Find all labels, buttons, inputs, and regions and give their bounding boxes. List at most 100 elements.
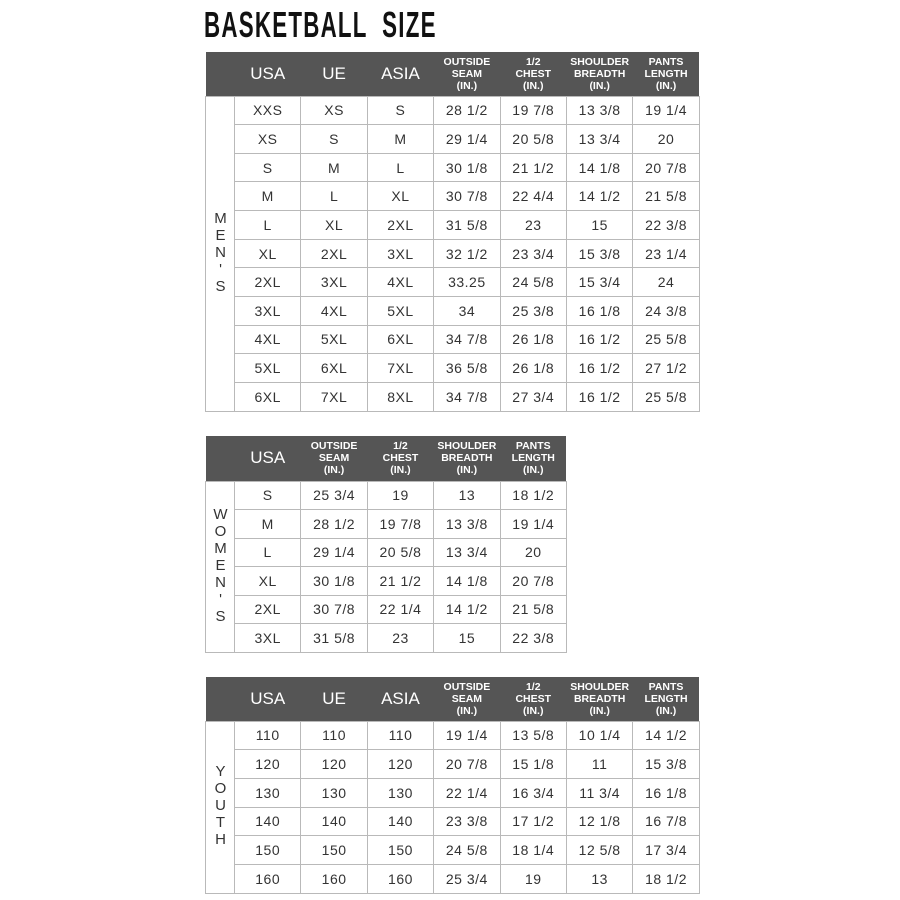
table-cell: 36 5/8 bbox=[433, 353, 501, 383]
table-cell: 5XL bbox=[233, 353, 302, 383]
table-cell: 6XL bbox=[300, 353, 368, 383]
table-cell: 13 5/8 bbox=[499, 720, 567, 751]
table-cell: 13 bbox=[433, 480, 501, 510]
table-cell: 23 1/4 bbox=[632, 238, 700, 269]
table-cell: 21 1/2 bbox=[366, 566, 435, 596]
table-cell: 13 3/4 bbox=[433, 537, 501, 567]
table-row: 4XL 5XL 6XL 34 7/8 26 1/8 16 1/2 25 5/8 bbox=[206, 324, 700, 355]
table-cell: 130 bbox=[366, 777, 435, 808]
table-cell: 140 bbox=[300, 806, 368, 837]
table-row: L 29 1/4 20 5/8 13 3/4 20 bbox=[206, 537, 567, 567]
table-cell: S bbox=[233, 152, 302, 183]
table-cell: M bbox=[233, 181, 302, 212]
column-header: UE bbox=[300, 677, 368, 721]
table-cell: 22 1/4 bbox=[433, 777, 501, 808]
table-cell: XS bbox=[300, 95, 368, 126]
table-row: L XL 2XL 31 5/8 23 15 22 3/8 bbox=[206, 210, 700, 240]
table-cell: M bbox=[366, 124, 435, 154]
table-cell: 31 5/8 bbox=[300, 623, 368, 653]
table-cell: 28 1/2 bbox=[300, 509, 368, 539]
table-cell: 3XL bbox=[366, 238, 435, 269]
table-cell: 26 1/8 bbox=[499, 324, 567, 355]
youth-size-table: USA UE ASIA OUTSIDE SEAM (IN.) 1/2 CHEST (IN… bbox=[205, 677, 700, 894]
header-row: USA UE ASIA OUTSIDE SEAM (IN.) 1/2 CHEST (IN… bbox=[205, 677, 700, 721]
table-cell: 20 5/8 bbox=[499, 124, 567, 154]
table-cell: 14 1/8 bbox=[565, 152, 634, 183]
column-header: 1/2 CHEST (IN.) bbox=[500, 52, 567, 96]
table-cell: 18 1/4 bbox=[499, 835, 567, 865]
table-cell: S bbox=[366, 95, 435, 126]
table-cell: 7XL bbox=[366, 353, 435, 383]
page-title: BASKETBALL SIZE bbox=[204, 4, 437, 45]
column-header: SHOULDER BREADTH (IN.) bbox=[566, 52, 633, 96]
column-header: PANTS LENGTH (IN.) bbox=[500, 436, 567, 481]
table-cell: 31 5/8 bbox=[433, 210, 501, 240]
column-header: 1/2 CHEST (IN.) bbox=[367, 436, 434, 481]
table-cell: 25 3/4 bbox=[300, 480, 368, 510]
table-cell: 14 1/2 bbox=[433, 594, 501, 624]
table-cell: 18 1/2 bbox=[632, 863, 700, 894]
table-cell: 110 bbox=[233, 720, 302, 751]
table-cell: L bbox=[233, 537, 302, 567]
table-cell: L bbox=[233, 210, 302, 240]
table-row: WOMEN'S S 25 3/4 19 13 18 1/2 bbox=[205, 480, 567, 653]
table-cell: 25 3/4 bbox=[433, 863, 501, 894]
table-cell: 20 7/8 bbox=[433, 749, 501, 779]
table-row: 3XL 31 5/8 23 15 22 3/8 bbox=[206, 623, 567, 653]
table-cell: 30 7/8 bbox=[300, 594, 368, 624]
table-cell: 150 bbox=[233, 835, 302, 865]
table-cell: M bbox=[233, 509, 302, 539]
side-label: WOMEN'S bbox=[212, 505, 229, 625]
table-cell: 11 3/4 bbox=[565, 777, 634, 808]
table-cell: 20 bbox=[632, 124, 700, 154]
table-cell: 160 bbox=[233, 863, 302, 894]
column-header: SHOULDER BREADTH (IN.) bbox=[566, 677, 633, 721]
table-cell: L bbox=[366, 152, 435, 183]
womens-size-table: USA OUTSIDE SEAM (IN.) 1/2 CHEST (IN.) SHOU… bbox=[205, 436, 567, 653]
table-row: 150 150 150 24 5/8 18 1/4 12 5/8 17 3/4 bbox=[206, 835, 700, 865]
table-cell: 14 1/2 bbox=[632, 720, 700, 751]
table-cell: 140 bbox=[233, 806, 302, 837]
table-cell: 24 5/8 bbox=[499, 267, 567, 297]
column-header: OUTSIDE SEAM (IN.) bbox=[433, 52, 501, 96]
table-row: M L XL 30 7/8 22 4/4 14 1/2 21 5/8 bbox=[206, 181, 700, 212]
table-cell: 19 1/4 bbox=[499, 509, 567, 539]
table-cell: 19 1/4 bbox=[632, 95, 700, 126]
table-row: 120 120 120 20 7/8 15 1/8 11 15 3/8 bbox=[206, 749, 700, 779]
table-cell: 19 bbox=[499, 863, 567, 894]
table-row: 2XL 30 7/8 22 1/4 14 1/2 21 5/8 bbox=[206, 594, 567, 624]
column-header: PANTS LENGTH (IN.) bbox=[632, 677, 700, 721]
table-cell: 14 1/8 bbox=[433, 566, 501, 596]
table-cell: 160 bbox=[300, 863, 368, 894]
table-cell: 17 3/4 bbox=[632, 835, 700, 865]
table-cell: XL bbox=[233, 238, 302, 269]
table-cell: 130 bbox=[233, 777, 302, 808]
column-header: 1/2 CHEST (IN.) bbox=[500, 677, 567, 721]
table-cell: 12 1/8 bbox=[565, 806, 634, 837]
table-cell: 16 1/8 bbox=[632, 777, 700, 808]
table-cell: 16 1/8 bbox=[565, 295, 634, 326]
table-row: S M L 30 1/8 21 1/2 14 1/8 20 7/8 bbox=[206, 152, 700, 183]
table-cell: 34 7/8 bbox=[433, 381, 501, 412]
table-cell: 10 1/4 bbox=[565, 720, 634, 751]
table-cell: 130 bbox=[300, 777, 368, 808]
table-cell: 3XL bbox=[233, 295, 302, 326]
table-cell: 15 bbox=[433, 623, 501, 653]
table-cell: 22 3/8 bbox=[499, 623, 567, 653]
table-cell: 2XL bbox=[233, 594, 302, 624]
table-cell: 23 3/8 bbox=[433, 806, 501, 837]
column-header: USA bbox=[234, 436, 301, 481]
table-cell: 29 1/4 bbox=[433, 124, 501, 154]
table-cell: 27 3/4 bbox=[499, 381, 567, 412]
table-cell: 32 1/2 bbox=[433, 238, 501, 269]
table-cell: 13 bbox=[565, 863, 634, 894]
table-cell: 13 3/8 bbox=[433, 509, 501, 539]
table-cell: M bbox=[300, 152, 368, 183]
table-cell: 5XL bbox=[300, 324, 368, 355]
table-row: 160 160 160 25 3/4 19 13 18 1/2 bbox=[206, 863, 700, 894]
table-cell: 20 bbox=[499, 537, 567, 567]
column-header: ASIA bbox=[367, 677, 434, 721]
table-cell: 140 bbox=[366, 806, 435, 837]
table-cell: 160 bbox=[366, 863, 435, 894]
table-cell: 17 1/2 bbox=[499, 806, 567, 837]
